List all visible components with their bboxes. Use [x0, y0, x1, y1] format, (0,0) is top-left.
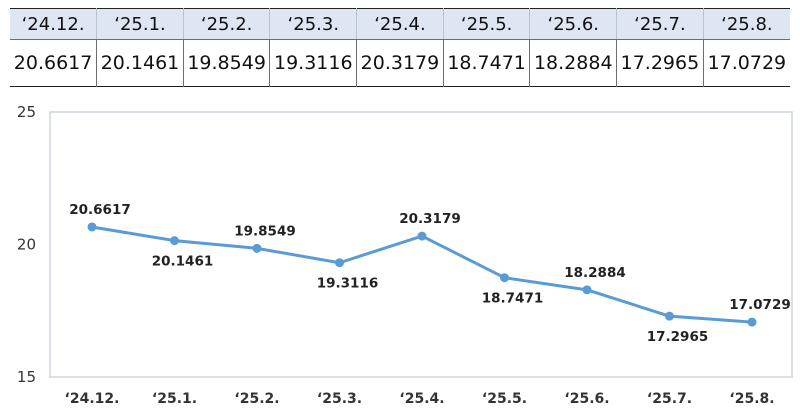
data-label: 20.1461: [152, 254, 214, 270]
table-header-row: ‘24.12. ‘25.1. ‘25.2. ‘25.3. ‘25.4. ‘25.…: [10, 8, 790, 40]
x-tick-label: ‘25.5.: [482, 391, 527, 407]
table-cell: 20.3179: [356, 39, 444, 87]
data-label: 17.2965: [647, 329, 709, 345]
table-header-cell: ‘25.8.: [703, 8, 790, 40]
data-series: [87, 222, 757, 327]
data-label: 20.3179: [399, 211, 461, 227]
x-tick-label: ‘25.6.: [564, 391, 609, 407]
x-tick-label: ‘24.12.: [65, 391, 120, 407]
table-cell: 19.3116: [269, 39, 358, 87]
y-tick-label: 20: [17, 236, 36, 254]
data-point: [747, 317, 757, 327]
table-header-cell: ‘25.3.: [269, 8, 358, 40]
table-header-cell: ‘24.12.: [10, 8, 98, 40]
data-point: [582, 285, 592, 295]
table-cell: 19.8549: [183, 39, 271, 87]
data-point: [417, 231, 427, 241]
data-label: 20.6617: [69, 202, 131, 218]
table-cell: 18.2884: [529, 39, 618, 87]
y-axis-ticks: 15 20 25: [17, 103, 36, 386]
data-point: [335, 258, 344, 268]
x-tick-label: ‘25.7.: [647, 391, 692, 407]
values-table: ‘24.12. ‘25.1. ‘25.2. ‘25.3. ‘25.4. ‘25.…: [10, 8, 790, 87]
table-cell: 17.2965: [616, 39, 704, 87]
data-point: [500, 273, 509, 283]
x-tick-label: ‘25.8.: [729, 391, 774, 407]
table-cell: 20.6617: [10, 39, 98, 87]
data-label: 19.8549: [234, 223, 296, 239]
y-tick-label: 25: [17, 103, 36, 121]
x-tick-label: ‘25.4.: [399, 391, 444, 407]
data-label: 19.3116: [317, 276, 379, 292]
data-label: 18.2884: [564, 265, 626, 281]
table-header-cell: ‘25.5.: [443, 8, 531, 40]
data-point: [170, 236, 179, 246]
table-header-cell: ‘25.1.: [96, 8, 184, 40]
x-tick-label: ‘25.2.: [234, 391, 279, 407]
table-header-cell: ‘25.2.: [183, 8, 271, 40]
x-tick-label: ‘25.3.: [317, 391, 362, 407]
data-point: [87, 222, 97, 232]
data-labels: 20.6617 20.1461 19.8549 19.3116 20.3179 18.74…: [69, 202, 791, 345]
table-cell: 17.0729: [703, 39, 790, 87]
data-point: [252, 243, 262, 253]
data-label: 17.0729: [729, 297, 791, 313]
x-axis-ticks: ‘24.12. ‘25.1. ‘25.2. ‘25.3. ‘25.4. ‘25.5. ‘25…: [65, 391, 775, 407]
table-row: 20.6617 20.1461 19.8549 19.3116 20.3179 …: [10, 39, 790, 87]
y-tick-label: 15: [17, 368, 36, 386]
table-header-cell: ‘25.4.: [356, 8, 444, 40]
data-point: [665, 311, 674, 321]
table-cell: 18.7471: [443, 39, 531, 87]
table-header-cell: ‘25.6.: [529, 8, 618, 40]
table-cell: 20.1461: [96, 39, 184, 87]
x-tick-label: ‘25.1.: [152, 391, 197, 407]
table-header-cell: ‘25.7.: [616, 8, 704, 40]
data-label: 18.7471: [482, 291, 544, 307]
